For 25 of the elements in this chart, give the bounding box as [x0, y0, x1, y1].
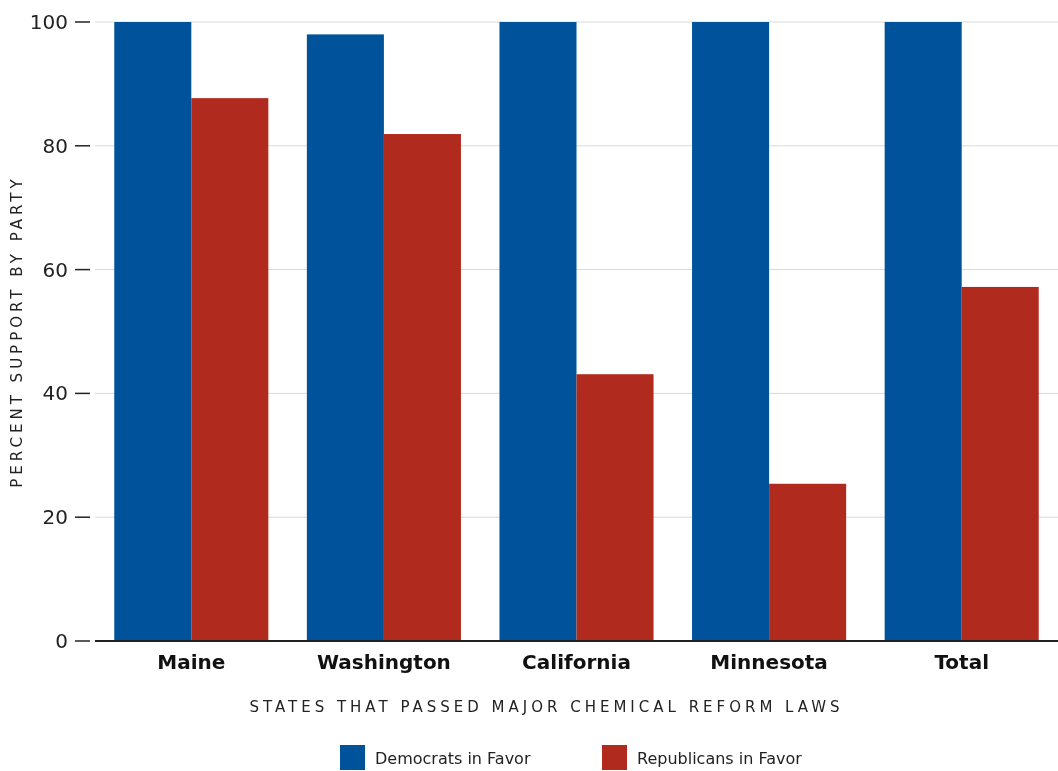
bar [961, 286, 1039, 641]
bar [576, 374, 654, 641]
x-tick-label: Maine [157, 650, 226, 674]
legend-label: Republicans in Favor [637, 748, 803, 768]
bar [383, 134, 461, 641]
x-tick-label: Washington [316, 650, 451, 674]
y-tick-label: 80 [42, 133, 68, 158]
bar [692, 22, 770, 641]
x-tick-label: Total [934, 650, 990, 674]
bar [191, 98, 269, 641]
bar [306, 34, 384, 641]
bar [884, 22, 962, 641]
bar [499, 22, 577, 641]
x-axis-title: STATES THAT PASSED MAJOR CHEMICAL REFORM LAWS [249, 698, 844, 716]
y-tick-label: 0 [55, 629, 68, 653]
x-tick-label: Minnesota [710, 650, 828, 674]
y-tick-label: 20 [42, 505, 68, 530]
y-tick-label: 60 [42, 257, 68, 282]
bar [769, 483, 847, 641]
y-axis-title: PERCENT SUPPORT BY PARTY [8, 175, 26, 488]
y-tick-label: 40 [42, 381, 68, 406]
bar [114, 22, 192, 641]
y-tick-label: 100 [29, 10, 68, 34]
legend-label: Democrats in Favor [375, 748, 531, 768]
x-tick-label: California [522, 650, 631, 674]
